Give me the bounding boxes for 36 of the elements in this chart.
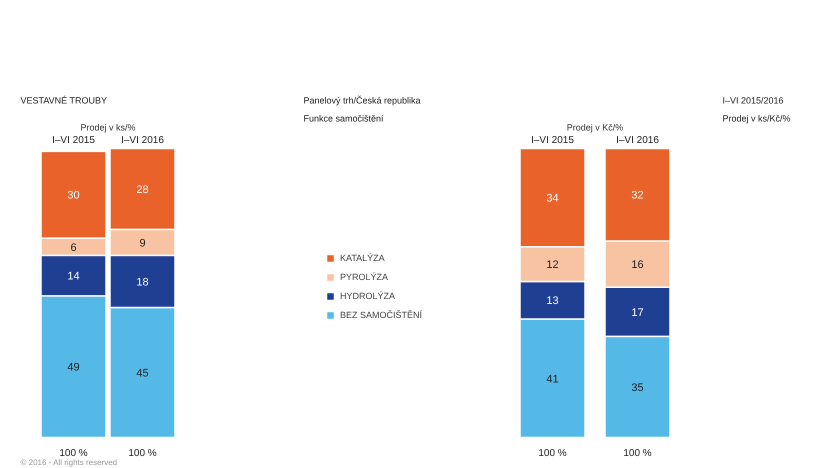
data-label: 32 — [631, 190, 644, 202]
x-tick-label: I–VI 2015 — [531, 135, 574, 146]
text: Prodej v ks/Kč/% — [722, 114, 791, 124]
x-tick-label: I–VI 2015 — [52, 135, 96, 146]
text: I–VI 2015/2016 — [722, 96, 784, 106]
data-label: 13 — [546, 295, 559, 308]
chart-title: Prodej v Kč/% — [566, 122, 624, 132]
legend-label: KATALÝZA — [340, 253, 385, 263]
total-label: 100 % — [128, 448, 157, 459]
data-label: 35 — [631, 382, 644, 394]
data-label: 41 — [546, 373, 559, 386]
text: © 2016 - All rights reserved — [20, 458, 118, 467]
data-label: 18 — [136, 276, 149, 288]
data-label: 28 — [136, 184, 149, 196]
legend-label: BEZ SAMOČIŠTĚNÍ — [340, 310, 422, 320]
data-label: 14 — [67, 270, 80, 283]
total-label: 100 % — [538, 448, 567, 459]
x-tick-label: I–VI 2016 — [121, 135, 164, 146]
text: Panelový trh/Česká republika — [304, 96, 421, 106]
data-label: 12 — [546, 259, 559, 272]
x-tick-label: I–VI 2016 — [616, 135, 660, 146]
chart-title: Prodej v ks/% — [80, 122, 136, 132]
text: VESTAVNÉ TROUBY — [20, 96, 108, 106]
total-label: 100 % — [623, 448, 652, 459]
data-label: 30 — [67, 190, 80, 202]
legend-label: HYDROLÝZA — [340, 291, 396, 301]
legend-label: PYROLÝZA — [340, 272, 388, 282]
data-label: 9 — [139, 237, 146, 250]
data-label: 16 — [631, 259, 644, 272]
text: Funkce samočištění — [304, 114, 384, 124]
data-label: 17 — [631, 306, 644, 319]
data-label: 34 — [546, 192, 559, 205]
total-label: 100 % — [59, 448, 88, 459]
data-label: 49 — [67, 362, 80, 374]
data-label: 45 — [136, 367, 149, 380]
data-label: 6 — [70, 242, 77, 254]
